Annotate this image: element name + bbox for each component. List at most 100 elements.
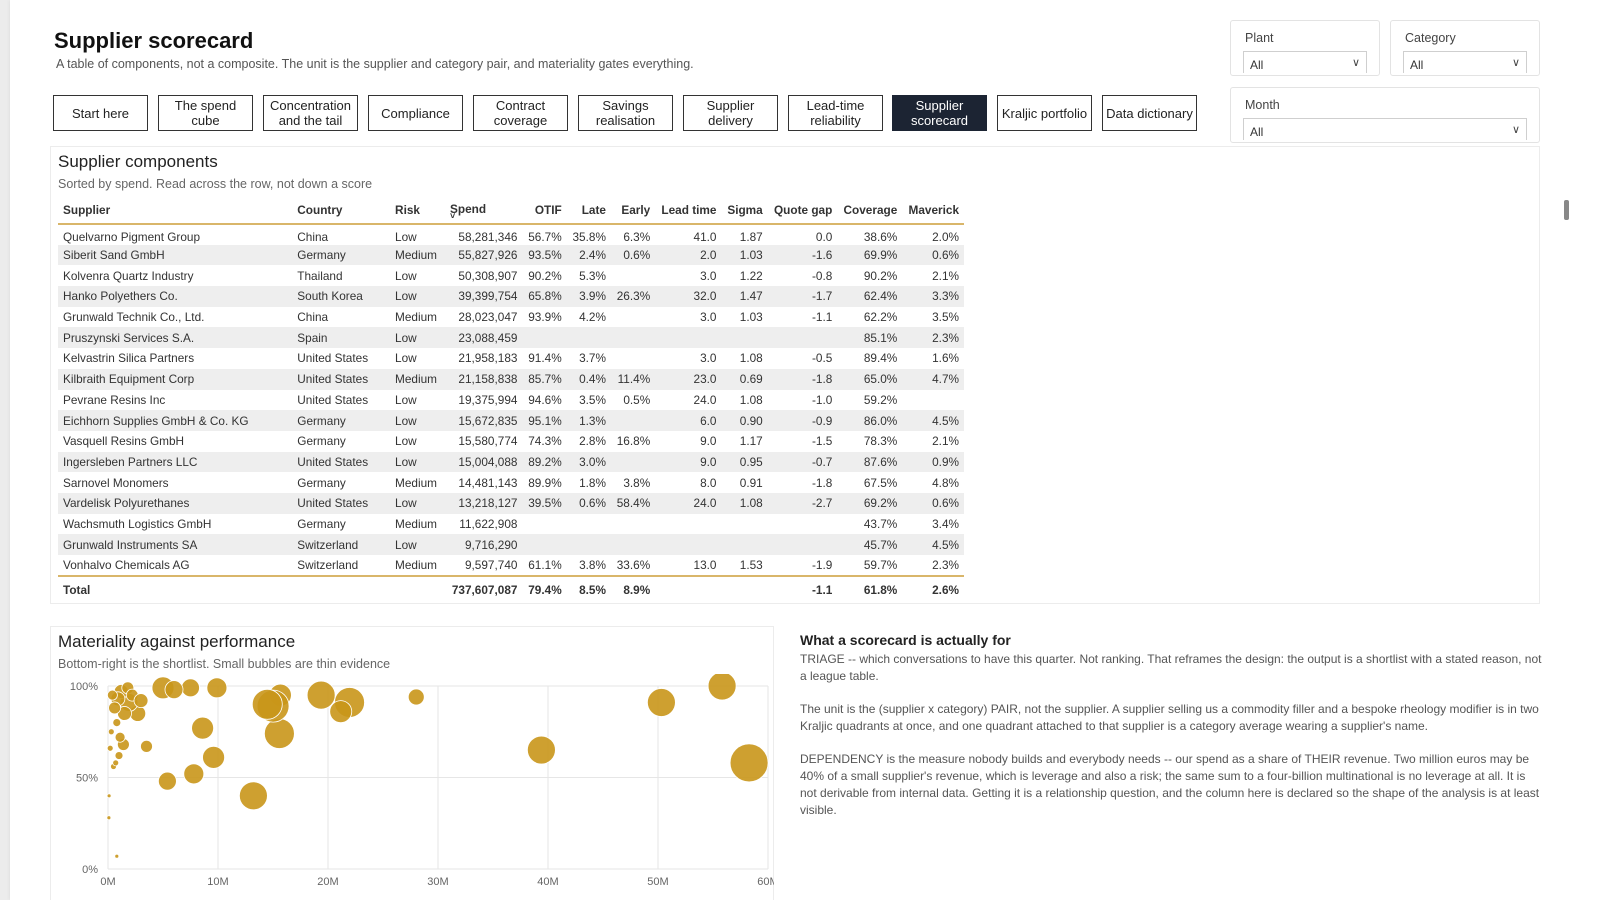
table-cell: 13.0 (693, 557, 717, 572)
table-scrollbar[interactable] (1564, 200, 1569, 220)
table-cell: 8.0 (700, 475, 717, 490)
table-cell: 90.2% (863, 268, 898, 283)
table-cell: 9.0 (655, 451, 722, 473)
table-row[interactable]: Kilbraith Equipment Corp United States Med… (58, 368, 964, 390)
table-cell: Low (390, 451, 446, 473)
notes-paragraph: TRIAGE -- which conversations to have th… (800, 652, 1542, 683)
column-header-country[interactable]: Country (292, 196, 391, 225)
nav-button-kraljic-portfolio[interactable]: Kraljic portfolio (997, 95, 1092, 131)
column-header-risk[interactable]: Risk (390, 196, 446, 225)
category-dropdown-value: All (1410, 58, 1424, 72)
table-cell: -1.8 (767, 368, 838, 390)
table-row[interactable]: Kelvastrin Silica Partners United States L… (58, 348, 964, 369)
table-cell: 0.91 (739, 475, 763, 490)
column-header-otif[interactable]: OTIF (522, 196, 567, 225)
column-header-spend[interactable]: Spend ˅ (445, 196, 523, 225)
nav-button-lead-time-reliability[interactable]: Lead-time reliability (788, 95, 883, 131)
table-cell: 3.9% (566, 286, 611, 307)
table-cell: 0.6% (902, 492, 964, 514)
column-header-lead-time[interactable]: Lead time (655, 196, 722, 225)
table-cell: 1.3% (566, 410, 611, 431)
nav-button-supplier-scorecard[interactable]: Supplier scorecard (892, 95, 987, 131)
table-cell: 95.1% (522, 410, 567, 431)
table-cell: 58.4% (610, 492, 656, 514)
column-header-supplier[interactable]: Supplier (58, 196, 293, 225)
table-cell: 15,004,088 (445, 451, 523, 473)
table-cell: Low (395, 229, 417, 244)
table-row[interactable]: Hanko Polyethers Co. South Korea Low 39,399… (58, 286, 964, 307)
table-cell: -0.9 (767, 410, 838, 431)
table-cell: 13,218,127 (445, 492, 523, 514)
table-cell: 43.7% (863, 516, 898, 531)
total-cell (655, 574, 722, 600)
table-cell: 14,481,143 (458, 475, 518, 490)
chevron-down-icon: ∨ (1511, 57, 1520, 69)
bubble-point (158, 771, 177, 791)
table-cell: Germany (297, 475, 346, 490)
page-title: Supplier scorecard (54, 28, 254, 53)
table-cell: 1.17 (739, 434, 763, 449)
table-cell: 38.6% (863, 229, 898, 244)
table-row[interactable]: Vasquell Resins GmbH Germany Low 15,580,774… (58, 431, 964, 452)
table-cell: -1.6 (767, 244, 838, 266)
column-header-sigma[interactable]: Sigma (721, 196, 768, 225)
table-cell: 19,375,994 (458, 392, 518, 407)
nav-button-savings-realisation[interactable]: Savings realisation (578, 95, 673, 131)
month-slicer: Month All ∨ (1230, 87, 1540, 143)
table-cell: 94.6% (528, 392, 562, 407)
table-cell: 0.90 (721, 410, 768, 431)
table-cell (767, 327, 838, 349)
nav-button-supplier-delivery[interactable]: Supplier delivery (683, 95, 778, 131)
column-header-maverick[interactable]: Maverick (902, 196, 964, 225)
table-cell: -0.5 (812, 351, 833, 366)
table-cell (767, 534, 838, 555)
table-cell: 11.4% (610, 368, 656, 390)
table-row[interactable]: Eichhorn Supplies GmbH & Co. KG Germany Lo… (58, 410, 964, 431)
nav-button-the-spend-cube[interactable]: The spend cube (158, 95, 253, 131)
table-row[interactable]: Quelvarno Pigment Group China Low 58,281,34… (58, 224, 964, 245)
table-row[interactable]: Grunwald Instruments SA Switzerland Low 9,7… (58, 534, 964, 555)
table-panel-title: Supplier components (58, 152, 218, 171)
table-row[interactable]: Sarnovel Monomers Germany Medium 14,481,143… (58, 472, 964, 493)
nav-button-compliance[interactable]: Compliance (368, 95, 463, 131)
nav-button-concentration-and-the-tail[interactable]: Concentration and the tail (263, 95, 358, 131)
column-header-early[interactable]: Early (610, 196, 656, 225)
table-row[interactable]: Kolvenra Quartz Industry Thailand Low 50,30… (58, 265, 964, 286)
chevron-down-icon: ∨ (1351, 57, 1360, 69)
table-row[interactable]: Pruszynski Services S.A. Spain Low 23,088,4… (58, 327, 964, 349)
column-header-coverage[interactable]: Coverage (837, 196, 903, 225)
table-row[interactable]: Grunwald Technik Co., Ltd. China Medium 28,… (58, 307, 964, 328)
column-header-late[interactable]: Late (566, 196, 611, 225)
table-cell: 1.22 (739, 268, 763, 283)
nav-button-data-dictionary[interactable]: Data dictionary (1102, 95, 1197, 131)
notes-body: TRIAGE -- which conversations to have th… (800, 651, 1545, 819)
table-cell: 3.5% (932, 310, 959, 325)
bubble-point (140, 739, 153, 753)
plant-dropdown[interactable]: All ∨ (1243, 51, 1367, 73)
bubble-point (133, 693, 149, 709)
table-row[interactable]: Wachsmuth Logistics GmbH Germany Medium 11,… (58, 514, 964, 535)
table-cell (522, 514, 566, 535)
column-header-quote-gap[interactable]: Quote gap (767, 196, 838, 225)
table-cell: Sarnovel Monomers (63, 475, 169, 490)
x-tick-label: 20M (317, 876, 338, 888)
table-cell (902, 390, 964, 411)
table-row[interactable]: Siberit Sand GmbH Germany Medium 55,827,926… (58, 244, 964, 266)
table-cell (611, 265, 655, 286)
table-row[interactable]: Vonhalvo Chemicals AG Switzerland Medium 9,… (58, 555, 964, 576)
category-dropdown[interactable]: All ∨ (1403, 51, 1527, 73)
table-cell (611, 514, 655, 535)
table-cell: 3.4% (932, 516, 959, 531)
nav-button-start-here[interactable]: Start here (53, 95, 148, 131)
nav-button-contract-coverage[interactable]: Contract coverage (473, 95, 568, 131)
table-row[interactable]: Ingersleben Partners LLC United States Low… (58, 451, 964, 473)
materiality-chart-panel (50, 626, 774, 900)
table-cell: Low (395, 434, 417, 449)
table-row[interactable]: Vardelisk Polyurethanes United States Low 1… (58, 492, 964, 514)
table-cell (567, 514, 611, 535)
table-row[interactable]: Pevrane Resins Inc United States Low 19,375… (58, 390, 964, 411)
table-cell: Germany (297, 516, 346, 531)
table-cell (655, 514, 721, 535)
month-dropdown[interactable]: All ∨ (1243, 118, 1527, 140)
table-cell: 24.0 (693, 392, 717, 407)
